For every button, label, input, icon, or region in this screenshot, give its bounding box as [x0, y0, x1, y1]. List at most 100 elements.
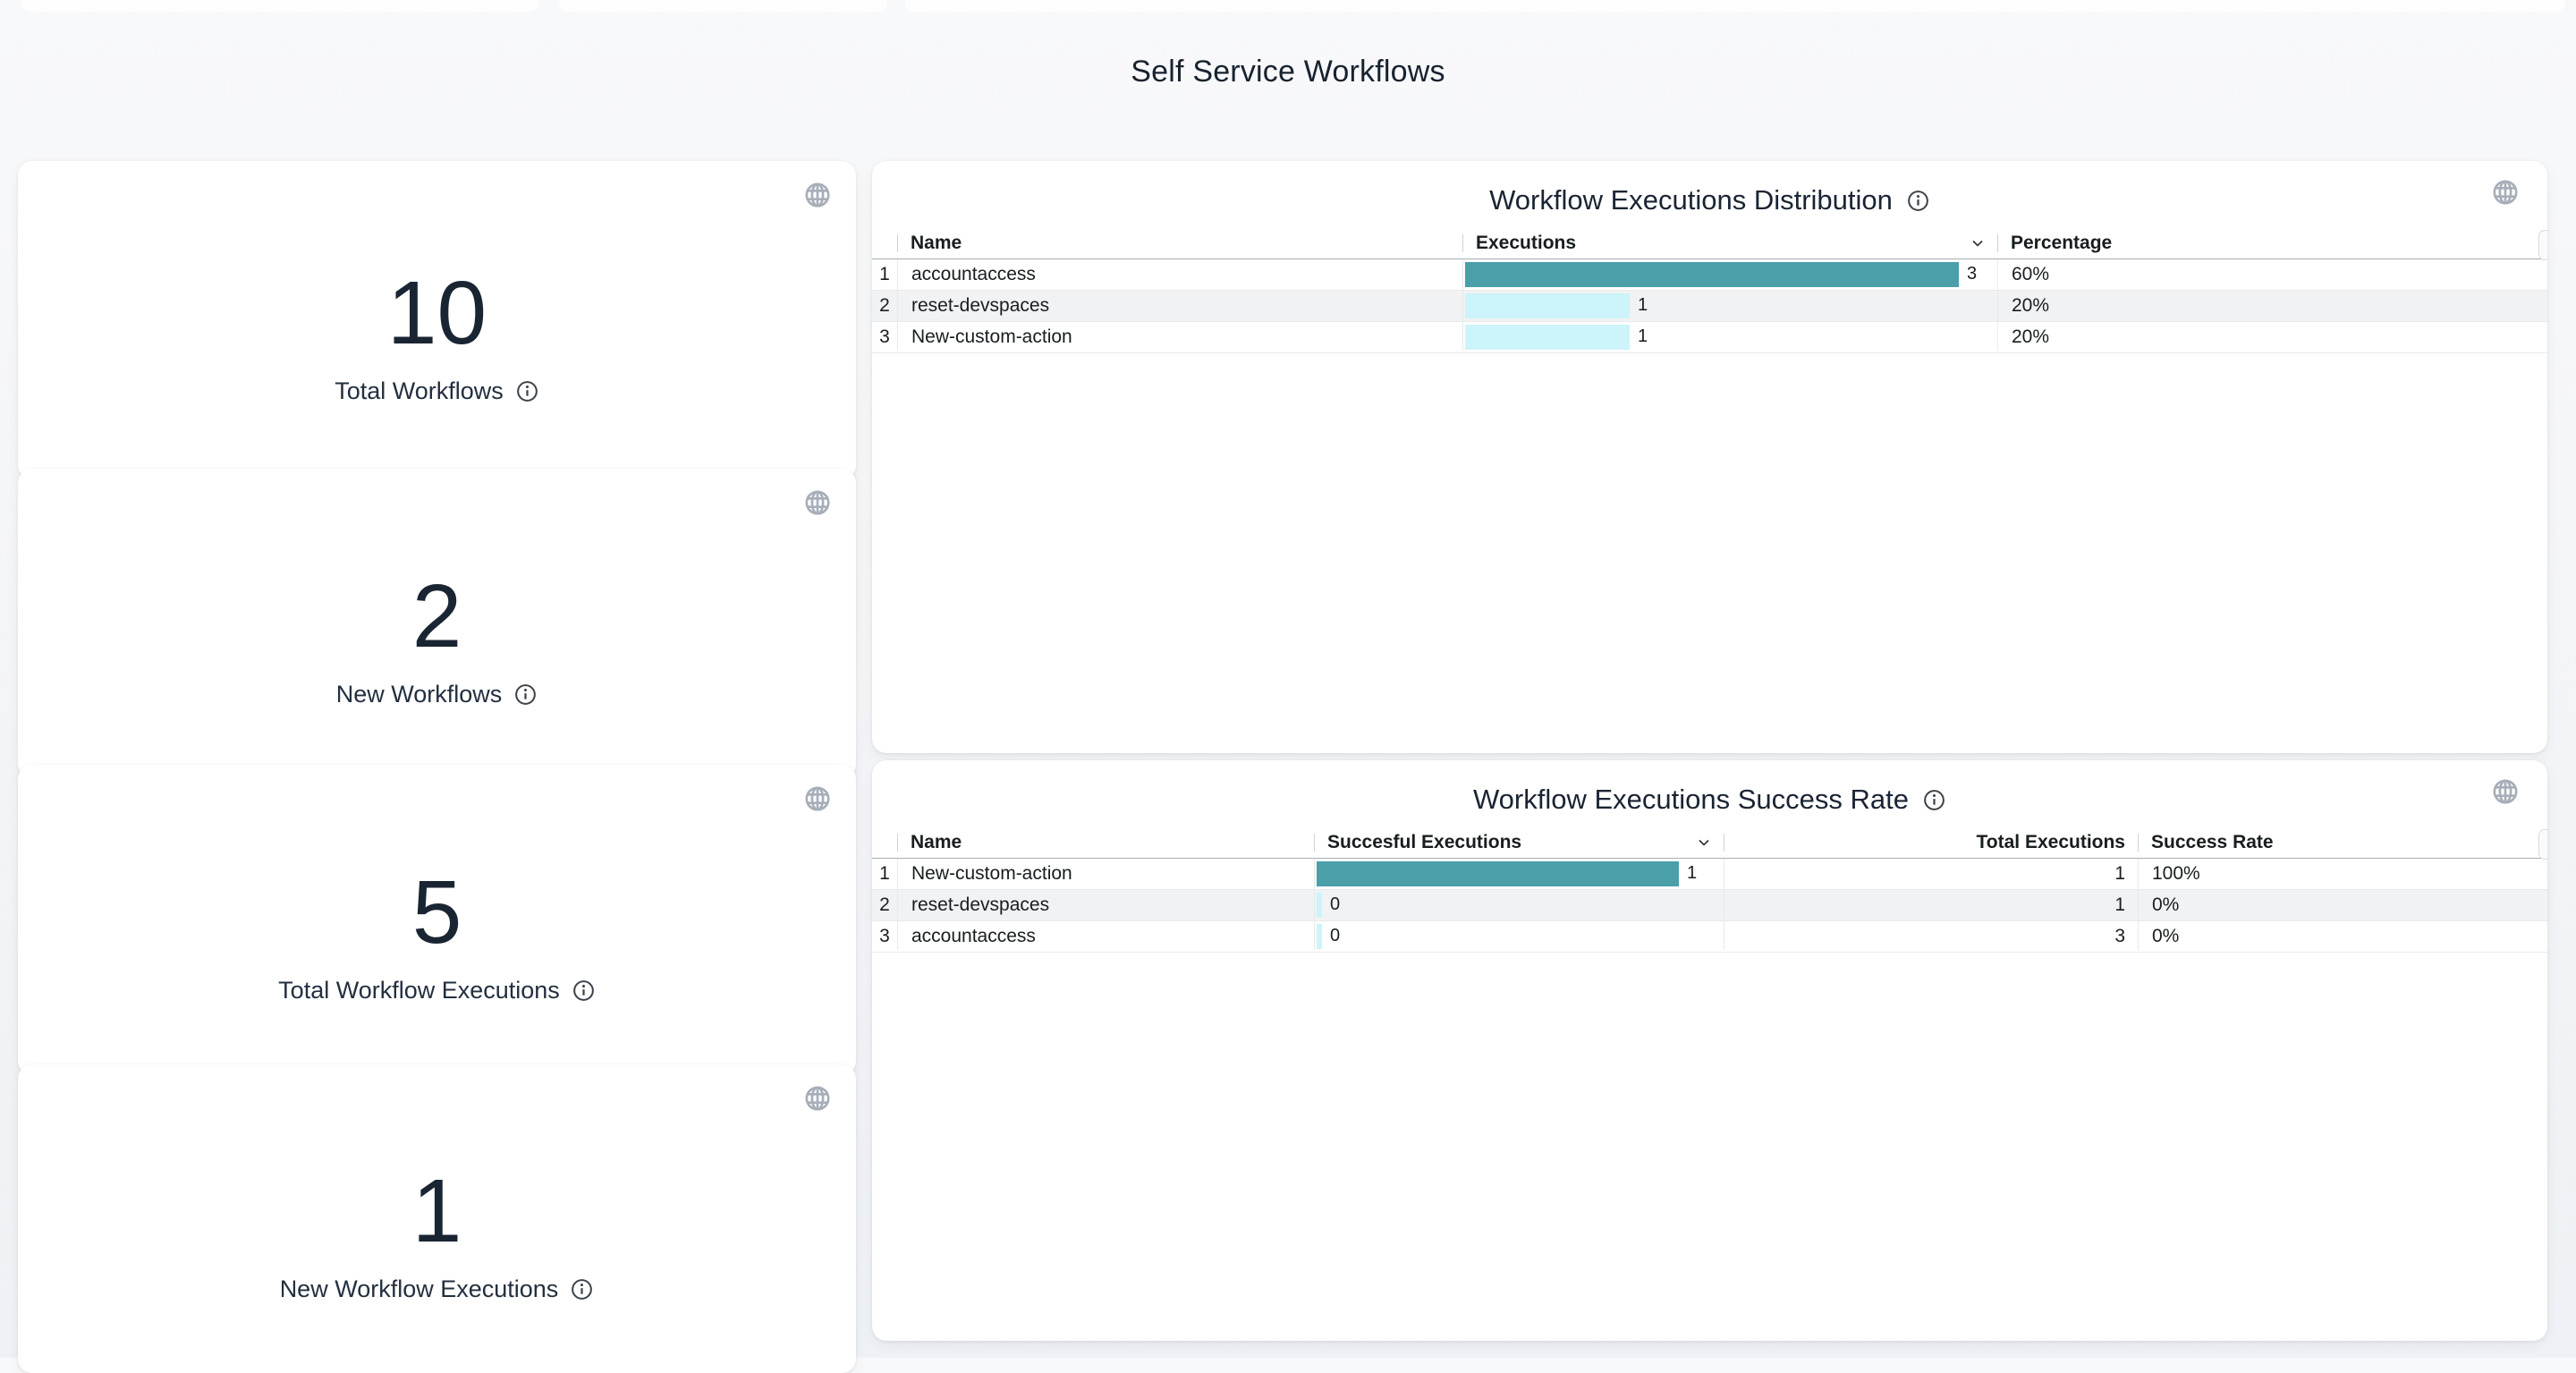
kpi-card-new-workflows: 2 New Workflows	[18, 469, 856, 778]
globe-icon	[2493, 180, 2518, 205]
total-cell: 1	[2114, 894, 2125, 915]
header-divider	[1462, 234, 1463, 252]
header-divider	[897, 234, 898, 252]
index-cell: 3	[879, 926, 890, 946]
table-row[interactable]: 2 reset-devspaces 1 20%	[872, 291, 2547, 322]
table-row[interactable]: 1 accountaccess 3 60%	[872, 259, 2547, 291]
executions-bar-value: 1	[1638, 295, 1648, 315]
percentage-cell: 20%	[2012, 326, 2050, 347]
column-divider	[1997, 259, 1998, 351]
column-header-successful[interactable]: Succesful Executions	[1314, 827, 1724, 858]
scrolled-card-ghost	[559, 0, 887, 12]
table-header-row: Name Executions Percentage	[872, 228, 2547, 259]
column-divider	[897, 859, 898, 950]
scrolled-card-ghost	[21, 0, 538, 12]
kpi-value: 2	[411, 565, 462, 666]
header-divider	[1997, 234, 1998, 252]
globe-icon	[805, 786, 830, 811]
kpi-card-new-workflow-executions: 1 New Workflow Executions	[18, 1064, 856, 1373]
column-header-index	[872, 228, 897, 258]
kpi-value: 5	[411, 862, 462, 962]
column-header-label: Percentage	[2011, 233, 2113, 253]
kpi-value: 10	[386, 262, 487, 363]
executions-bar	[1465, 293, 1630, 318]
scrolled-card-ghost	[905, 0, 2565, 12]
column-divider	[2138, 859, 2139, 950]
table-row[interactable]: 3 New-custom-action 1 20%	[872, 322, 2547, 353]
successful-bar	[1317, 893, 1322, 918]
column-header-percentage[interactable]: Percentage	[1997, 228, 2547, 258]
globe-button[interactable]	[802, 784, 833, 814]
column-header-name[interactable]: Name	[897, 827, 1314, 858]
column-header-index	[872, 827, 897, 858]
kpi-card-total-workflow-executions: 5 Total Workflow Executions	[18, 765, 856, 1075]
executions-bar-value: 1	[1638, 326, 1648, 346]
info-icon[interactable]	[515, 379, 539, 403]
column-header-executions[interactable]: Executions	[1462, 228, 1997, 258]
name-cell: New-custom-action	[911, 326, 1072, 347]
globe-button[interactable]	[802, 180, 833, 210]
globe-button[interactable]	[2490, 177, 2521, 208]
table-title: Workflow Executions Distribution	[1489, 184, 1893, 216]
index-cell: 2	[879, 894, 890, 915]
name-cell: accountaccess	[911, 264, 1036, 284]
kpi-label: New Workflows	[335, 680, 503, 708]
kpi-card-total-workflows: 10 Total Workflows	[18, 161, 856, 479]
table-row[interactable]: 1 New-custom-action 1 1 100%	[872, 859, 2547, 890]
total-cell: 1	[2114, 863, 2125, 884]
executions-bar	[1465, 262, 1959, 287]
rate-cell: 100%	[2152, 863, 2200, 884]
success-rate-table-card: Workflow Executions Success Rate Name Suc…	[872, 760, 2547, 1341]
page-title: Self Service Workflows	[1131, 54, 1445, 89]
header-divider	[1314, 834, 1315, 852]
index-cell: 1	[879, 264, 890, 284]
globe-icon	[2493, 779, 2518, 804]
percentage-cell: 20%	[2012, 295, 2050, 316]
table-row[interactable]: 3 accountaccess 0 3 0%	[872, 921, 2547, 953]
distribution-table-card: Workflow Executions Distribution Name Exe…	[872, 161, 2547, 753]
column-header-name[interactable]: Name	[897, 228, 1462, 258]
index-cell: 1	[879, 863, 890, 884]
column-header-label: Executions	[1476, 233, 1577, 253]
column-header-label: Total Executions	[1976, 832, 2125, 852]
success-rate-grid: Name Succesful Executions Total Executions…	[872, 827, 2547, 953]
info-icon[interactable]	[513, 682, 538, 707]
kpi-value: 1	[411, 1161, 462, 1261]
percentage-cell: 60%	[2012, 264, 2050, 284]
rate-cell: 0%	[2152, 894, 2180, 915]
index-cell: 2	[879, 295, 890, 316]
info-icon[interactable]	[572, 979, 596, 1003]
name-cell: reset-devspaces	[911, 295, 1050, 316]
vertical-scrollbar-thumb[interactable]	[2538, 230, 2547, 260]
globe-button[interactable]	[2490, 776, 2521, 807]
successful-bar-value: 0	[1330, 894, 1341, 914]
table-row[interactable]: 2 reset-devspaces 0 1 0%	[872, 890, 2547, 921]
successful-bar	[1317, 861, 1679, 886]
executions-bar	[1465, 325, 1630, 350]
info-icon[interactable]	[1906, 189, 1930, 213]
successful-bar-value: 1	[1687, 863, 1698, 883]
executions-bar-value: 3	[1967, 264, 1978, 284]
kpi-label: Total Workflow Executions	[278, 977, 560, 1004]
column-header-label: Succesful Executions	[1327, 832, 1522, 852]
globe-button[interactable]	[802, 1083, 833, 1114]
kpi-label: New Workflow Executions	[279, 1276, 559, 1302]
rate-cell: 0%	[2152, 926, 2180, 946]
column-divider	[1314, 859, 1315, 950]
name-cell: accountaccess	[911, 926, 1036, 946]
successful-bar-value: 0	[1330, 926, 1341, 945]
column-header-label: Name	[911, 832, 962, 852]
info-icon[interactable]	[1922, 788, 1946, 812]
globe-icon	[805, 490, 830, 515]
distribution-grid: Name Executions Percentage 1 accountaccess 3 6…	[872, 228, 2547, 353]
vertical-scrollbar-thumb[interactable]	[2538, 829, 2547, 860]
info-icon[interactable]	[570, 1277, 594, 1301]
column-header-label: Name	[911, 233, 962, 253]
name-cell: New-custom-action	[911, 863, 1072, 884]
header-divider	[2138, 834, 2139, 852]
column-header-total[interactable]: Total Executions	[1724, 827, 2138, 858]
sort-descending-icon	[1699, 839, 1709, 846]
globe-button[interactable]	[802, 487, 833, 518]
column-header-rate[interactable]: Success Rate	[2138, 827, 2547, 858]
table-header-row: Name Succesful Executions Total Executions…	[872, 827, 2547, 859]
